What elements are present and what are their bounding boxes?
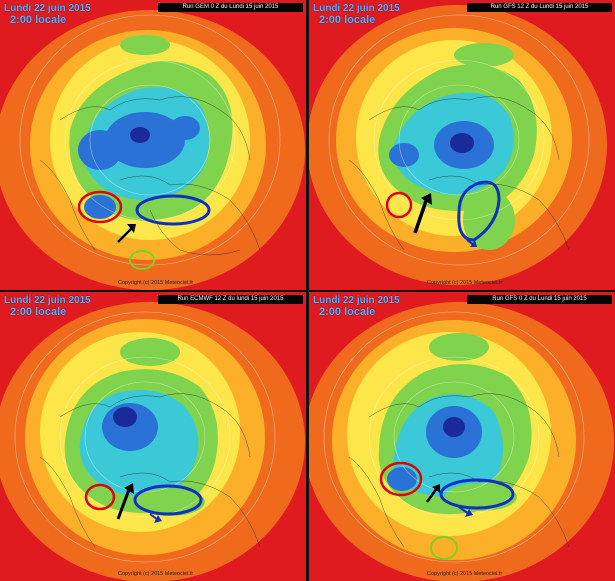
arrow-icon — [116, 483, 134, 520]
copyright: Copyright (c) 2015 Meteociel.fr — [118, 280, 194, 286]
valid-time: 2:00 locale — [319, 14, 376, 26]
valid-date: Lundi 22 juin 2015 — [313, 295, 400, 306]
map-panel-ecmwf: Lundi 22 juin 2015 2:00 locale Run ECMWF… — [0, 292, 306, 581]
valid-time: 2:00 locale — [10, 306, 67, 318]
valid-date: Lundi 22 juin 2015 — [313, 3, 400, 14]
arrow-icon — [149, 513, 162, 523]
panel-divider-horizontal — [0, 290, 615, 292]
valid-time: 2:00 locale — [10, 14, 67, 26]
green-circle-marker — [430, 536, 458, 560]
blue-circle-marker — [439, 478, 515, 510]
geopotential-map — [309, 292, 615, 581]
red-circle-marker — [385, 191, 413, 219]
map-panel-gem: Lundi 22 juin 2015 2:00 locale Run GEM 0… — [0, 0, 306, 290]
geopotential-map — [0, 0, 306, 290]
red-circle-marker — [77, 190, 123, 224]
arrow-icon — [117, 224, 136, 243]
valid-date: Lundi 22 juin 2015 — [4, 3, 91, 14]
copyright: Copyright (c) 2015 Meteociel.fr — [118, 571, 194, 577]
valid-time: 2:00 locale — [319, 306, 376, 318]
model-run-label: Run GFS 12 Z du Lundi 15 juin 2015 — [467, 3, 612, 12]
arrow-icon — [458, 506, 473, 517]
copyright: Copyright (c) 2015 Meteociel.fr — [427, 280, 503, 286]
valid-date: Lundi 22 juin 2015 — [4, 295, 91, 306]
map-panel-gfs-12z: Lundi 22 juin 2015 2:00 locale Run GFS 1… — [309, 0, 615, 290]
arrow-icon — [466, 239, 477, 247]
blue-circle-marker — [135, 194, 211, 226]
arrow-icon — [425, 484, 440, 503]
arrow-icon — [413, 193, 432, 234]
model-run-label: Run GFS 0 Z du Lundi 15 juin 2015 — [467, 295, 612, 304]
red-circle-marker — [84, 483, 116, 511]
copyright: Copyright (c) 2015 Meteociel.fr — [427, 571, 503, 577]
geopotential-map — [0, 292, 306, 581]
model-run-label: Run ECMWF 12 Z du lundi 15 juin 2015 — [158, 295, 303, 304]
blue-circle-marker — [133, 484, 203, 516]
red-circle-marker — [379, 461, 423, 497]
model-run-label: Run GEM 0 Z du Lundi 15 juin 2015 — [158, 3, 303, 12]
geopotential-map — [309, 0, 615, 290]
green-circle-marker — [129, 250, 155, 270]
blue-circle-marker — [457, 180, 501, 242]
map-panel-gfs-0z: Lundi 22 juin 2015 2:00 locale Run GFS 0… — [309, 292, 615, 581]
